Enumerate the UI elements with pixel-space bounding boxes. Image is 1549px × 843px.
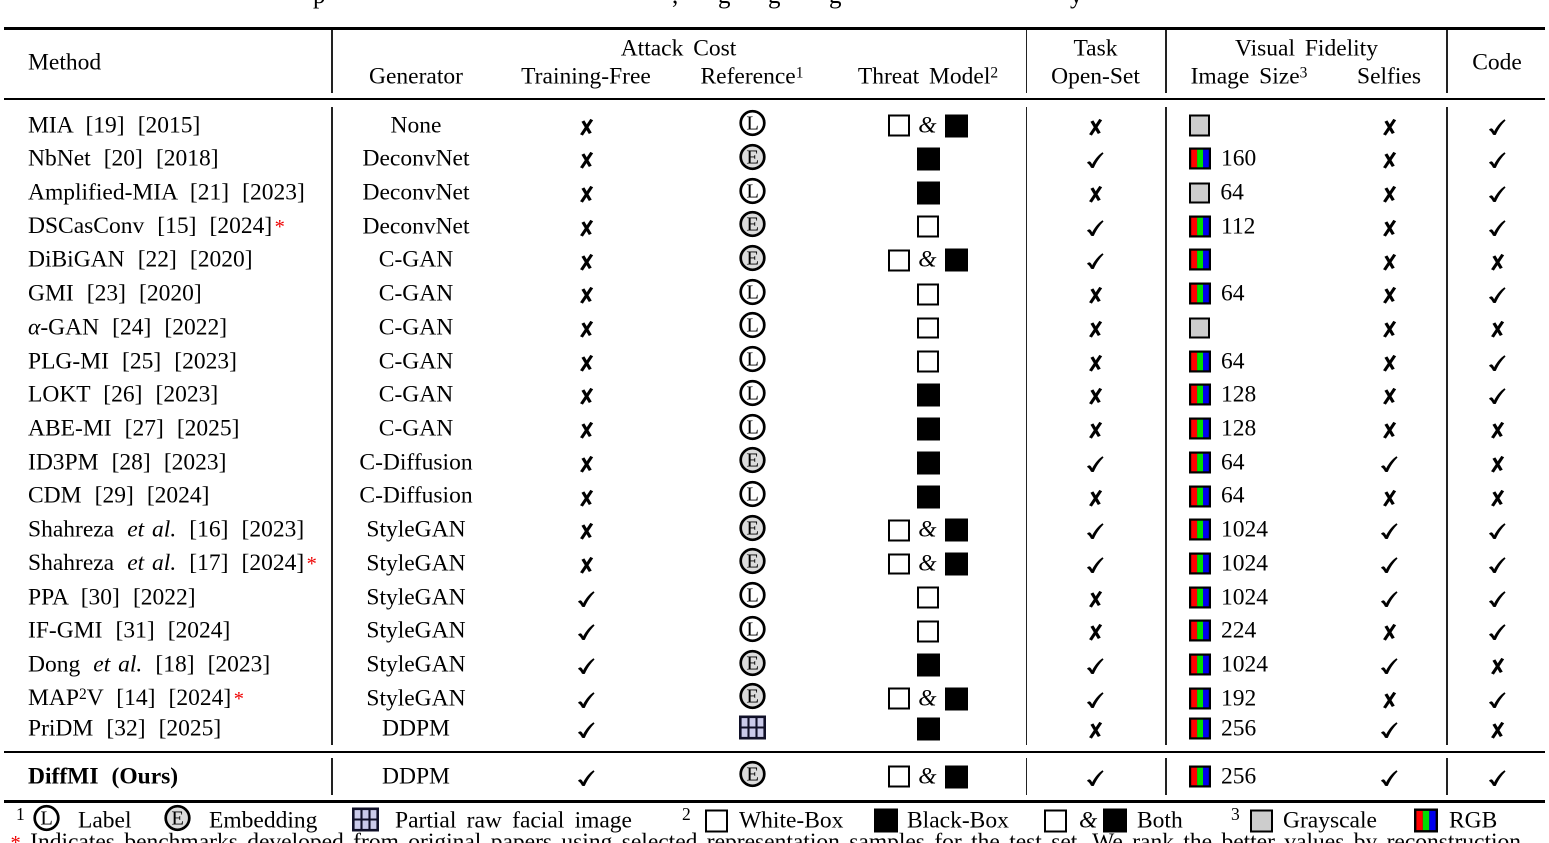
svg-text:L: L xyxy=(746,281,759,303)
svg-text:L: L xyxy=(40,808,53,830)
svg-text:L: L xyxy=(746,484,759,506)
svg-text:E: E xyxy=(746,551,759,573)
svg-text:E: E xyxy=(746,147,759,169)
svg-text:E: E xyxy=(746,214,759,236)
svg-text:L: L xyxy=(746,113,759,135)
svg-text:E: E xyxy=(746,652,759,674)
svg-text:L: L xyxy=(746,619,759,641)
svg-text:L: L xyxy=(746,180,759,202)
svg-text:E: E xyxy=(746,686,759,708)
svg-text:E: E xyxy=(746,764,759,786)
svg-text:L: L xyxy=(746,315,759,337)
svg-text:L: L xyxy=(746,349,759,371)
svg-text:E: E xyxy=(746,450,759,472)
svg-text:L: L xyxy=(746,416,759,438)
svg-text:L: L xyxy=(746,585,759,607)
svg-text:L: L xyxy=(746,383,759,405)
svg-text:E: E xyxy=(746,248,759,270)
svg-text:E: E xyxy=(171,808,184,830)
svg-text:E: E xyxy=(746,517,759,539)
